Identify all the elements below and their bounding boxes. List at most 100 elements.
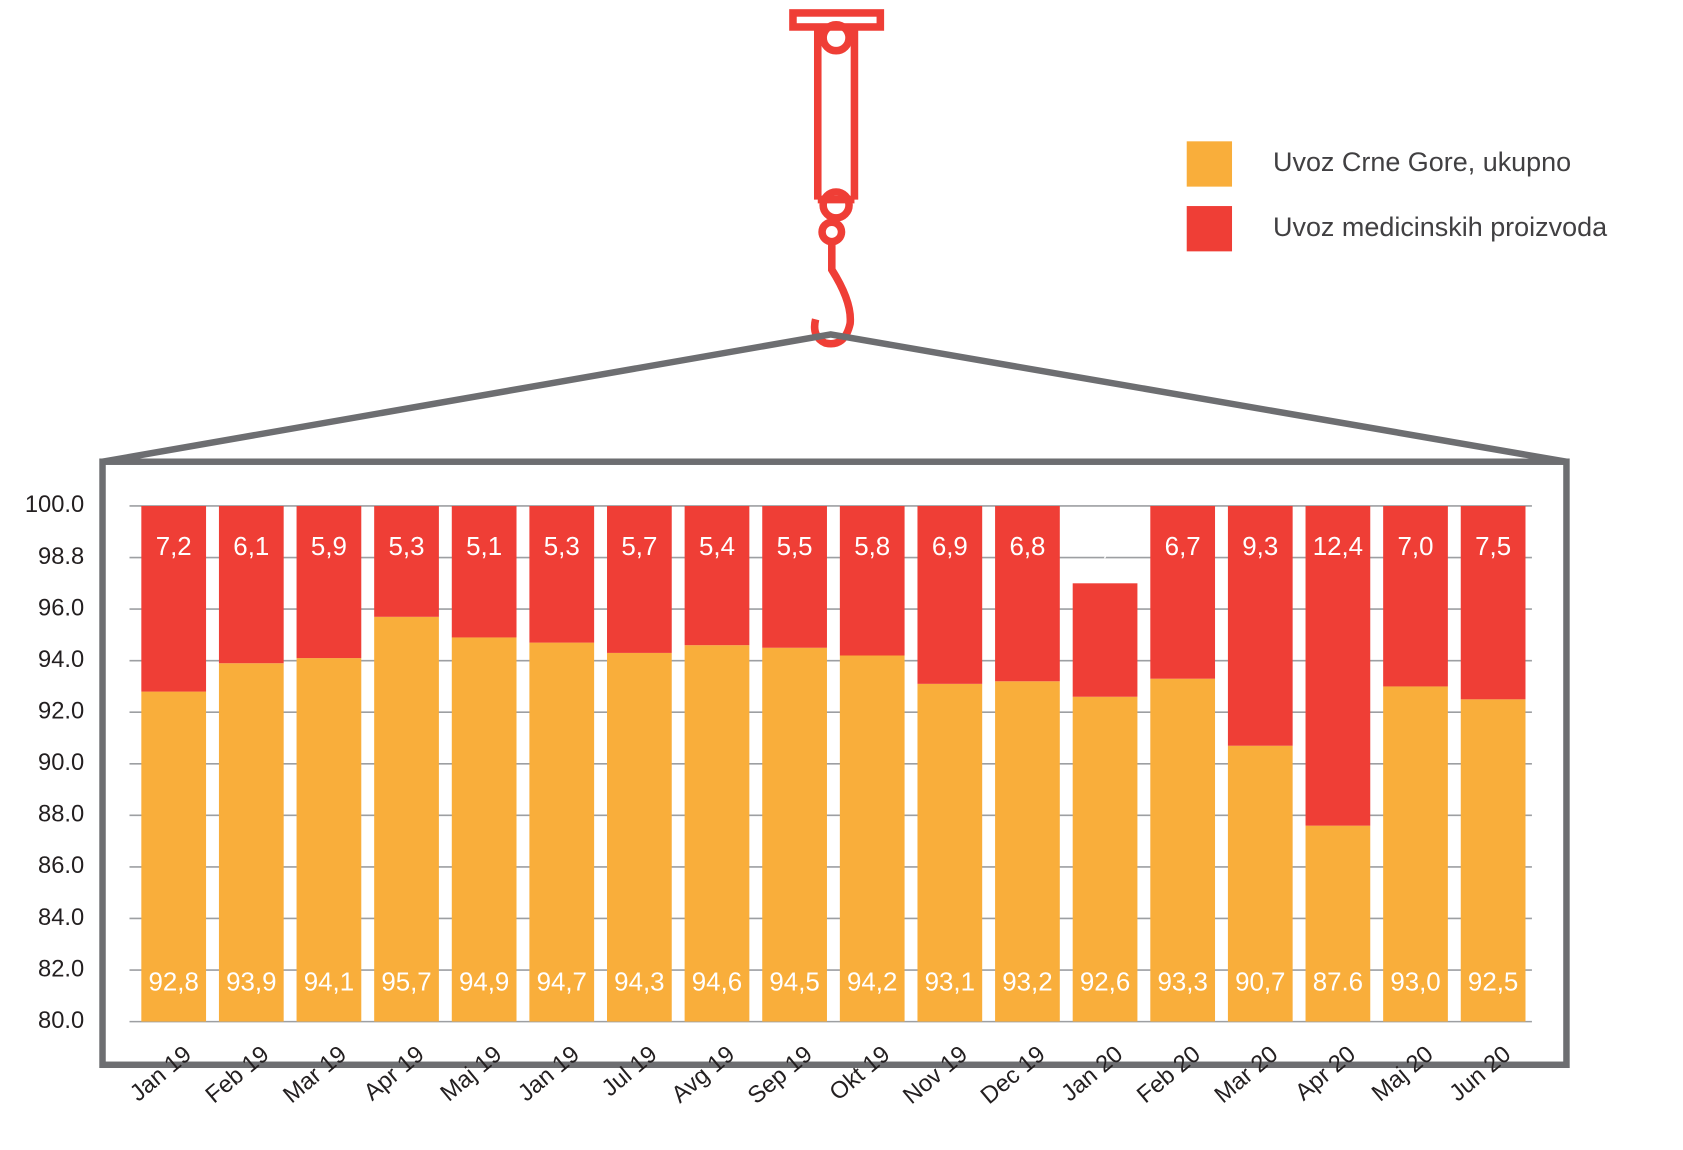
data-label: 94,6 [692, 969, 742, 997]
data-label: 93,0 [1390, 969, 1440, 997]
x-tick-label: Apr 20 [1291, 1041, 1361, 1106]
bar-segment [1150, 678, 1216, 1022]
bar-segment [1460, 699, 1526, 1022]
data-label: 94,7 [537, 969, 587, 997]
data-label: 5,7 [621, 533, 657, 561]
data-label: 5,9 [311, 533, 347, 561]
y-tick-label: 86.0 [38, 853, 84, 879]
data-label: 7,2 [156, 533, 192, 561]
data-label: 6,9 [932, 533, 968, 561]
x-tick-label: Jan 19 [513, 1041, 584, 1107]
data-label: 6,7 [1165, 533, 1201, 561]
bar-segment [451, 505, 517, 638]
y-tick-label: 100.0 [25, 492, 84, 518]
data-label: 94,2 [847, 969, 897, 997]
y-tick-label: 98.8 [38, 544, 84, 570]
bar-segment [1305, 505, 1371, 826]
x-tick-label: Avg 19 [667, 1041, 740, 1108]
y-tick-label: 88.0 [38, 802, 84, 828]
bar-segment [529, 505, 595, 643]
data-label: 92,8 [149, 969, 199, 997]
bar-segment [451, 637, 517, 1022]
bar-segment [141, 505, 207, 692]
bar-segment [218, 505, 284, 664]
bar-segment [374, 616, 439, 1022]
bar-segment [1072, 696, 1138, 1022]
x-tick-label: Sep 19 [743, 1041, 817, 1109]
data-label: 87.6 [1313, 969, 1363, 997]
y-tick-label: 84.0 [38, 905, 84, 931]
data-label: 5,4 [699, 533, 735, 561]
data-label: 4,4 [1087, 533, 1123, 561]
data-label: 5,3 [389, 533, 425, 561]
data-label: 5,3 [544, 533, 580, 561]
bar-segment [296, 505, 362, 659]
data-label: 94,9 [459, 969, 509, 997]
bar-segment [1227, 505, 1293, 746]
bar-segment [607, 505, 672, 653]
data-label: 5,1 [466, 533, 502, 561]
bar-segment [684, 505, 750, 646]
bar-segment [917, 505, 983, 684]
bar-segment [1460, 505, 1526, 700]
data-label: 7,5 [1475, 533, 1511, 561]
data-label: 93,9 [226, 969, 276, 997]
bar-segment [374, 505, 439, 617]
x-tick-label: Feb 20 [1132, 1041, 1205, 1108]
x-tick-label: Apr 19 [359, 1041, 429, 1106]
bar-segment [839, 655, 905, 1022]
data-label: 7,0 [1398, 533, 1434, 561]
data-label: 5,8 [854, 533, 890, 561]
data-label: 93,2 [1002, 969, 1052, 997]
data-label: 94,1 [304, 969, 354, 997]
data-label: 5,5 [777, 533, 813, 561]
x-tick-label: Jul 19 [597, 1041, 662, 1102]
data-label: 6,8 [1009, 533, 1045, 561]
bar-segment [917, 683, 983, 1022]
data-label: 9,3 [1242, 533, 1278, 561]
bar-segment [1305, 825, 1371, 1022]
x-tick-label: Jun 20 [1445, 1041, 1516, 1107]
bar-segment [296, 658, 362, 1022]
x-tick-label: Maj 19 [436, 1041, 507, 1107]
data-label: 95,7 [381, 969, 431, 997]
x-tick-label: Dec 19 [976, 1041, 1050, 1109]
frame [99, 331, 1570, 1069]
bar-segment [529, 642, 595, 1022]
x-tick-label: Maj 20 [1367, 1041, 1438, 1107]
bar-segment [1227, 745, 1293, 1022]
bar-segment [762, 505, 827, 648]
x-tick-label: Jan 20 [1057, 1041, 1128, 1107]
x-tick-label: Mar 20 [1210, 1041, 1283, 1108]
data-label: 93,1 [925, 969, 975, 997]
data-label: 94,5 [769, 969, 819, 997]
x-tick-label: Okt 19 [825, 1041, 895, 1106]
bar-segment [141, 691, 207, 1022]
y-tick-label: 94.0 [38, 647, 84, 673]
legend-label: Uvoz medicinskih proizvoda [1273, 212, 1607, 242]
bar-segment [839, 505, 905, 656]
data-label: 92,6 [1080, 969, 1130, 997]
bar-segment [1383, 686, 1448, 1022]
x-tick-label: Feb 19 [201, 1041, 274, 1108]
y-tick-label: 96.0 [38, 595, 84, 621]
bar-segment [1150, 505, 1216, 679]
bar-segment [218, 663, 284, 1022]
x-tick-label: Mar 19 [279, 1041, 352, 1108]
x-tick-label: Nov 19 [899, 1041, 973, 1109]
legend-swatch [1186, 206, 1233, 252]
data-label: 92,5 [1468, 969, 1518, 997]
bar-segment [762, 647, 827, 1022]
y-tick-label: 82.0 [38, 956, 84, 982]
data-label: 6,1 [233, 533, 269, 561]
y-tick-label: 80.0 [38, 1008, 84, 1034]
hook [789, 9, 885, 348]
bar-segment [995, 505, 1060, 682]
data-label: 94,3 [614, 969, 664, 997]
data-label: 12,4 [1313, 533, 1363, 561]
data-label: 90,7 [1235, 969, 1285, 997]
x-tick-label: Jan 19 [125, 1041, 196, 1107]
bar-segment [684, 645, 750, 1022]
legend-swatch [1186, 141, 1233, 187]
